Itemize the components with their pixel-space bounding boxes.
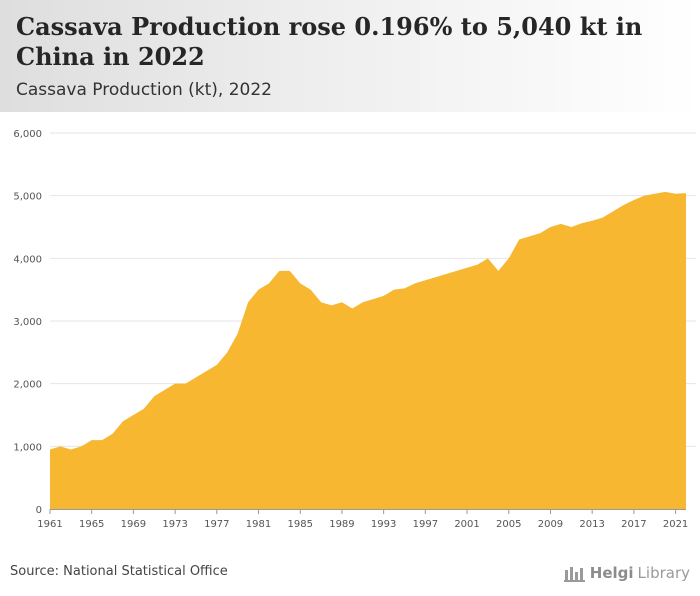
header-band: [0, 0, 700, 112]
brand-part2: Library: [637, 564, 690, 582]
source-note: Source: National Statistical Office: [10, 564, 228, 579]
x-tick-label: 1993: [371, 519, 396, 530]
axes: 0 1,000 2,000 3,000 4,000 5,000 6,000 1961 1965 1…: [13, 129, 688, 530]
production-area: [50, 191, 686, 509]
x-tick-label: 1989: [329, 519, 354, 530]
y-tick-label: 1,000: [13, 442, 42, 453]
x-tick-label: 2009: [538, 519, 563, 530]
x-tick-label: 1965: [79, 519, 104, 530]
library-icon: [563, 567, 585, 582]
x-tick-label: 2013: [579, 519, 604, 530]
brand-part1: Helgi: [589, 564, 634, 582]
area-series: [50, 191, 686, 509]
x-tick-label: 2017: [621, 519, 646, 530]
y-tick-label: 0: [36, 505, 42, 516]
x-tick-label: 1981: [246, 519, 271, 530]
x-tick-label: 1961: [37, 519, 62, 530]
x-tick-label: 2001: [454, 519, 479, 530]
y-tick-label: 6,000: [13, 129, 42, 140]
y-tick-label: 4,000: [13, 254, 42, 265]
y-tick-label: 3,000: [13, 317, 42, 328]
x-tick-label: 2005: [496, 519, 521, 530]
area-chart: 0 1,000 2,000 3,000 4,000 5,000 6,000 1961 1965 1…: [13, 129, 696, 530]
brand-logo[interactable]: Helgi Library: [563, 562, 690, 584]
x-tick-label: 1969: [121, 519, 146, 530]
x-tick-label: 2021: [663, 519, 688, 530]
y-tick-label: 2,000: [13, 380, 42, 391]
x-tick-label: 1985: [288, 519, 313, 530]
chart-title: Cassava Production rose 0.196% to 5,040 …: [16, 12, 643, 71]
chart-subtitle: Cassava Production (kt), 2022: [16, 80, 272, 100]
x-tick-label: 1977: [204, 519, 229, 530]
x-tick-label: 1973: [162, 519, 187, 530]
x-tick-label: 1997: [413, 519, 438, 530]
y-tick-label: 5,000: [13, 192, 42, 203]
